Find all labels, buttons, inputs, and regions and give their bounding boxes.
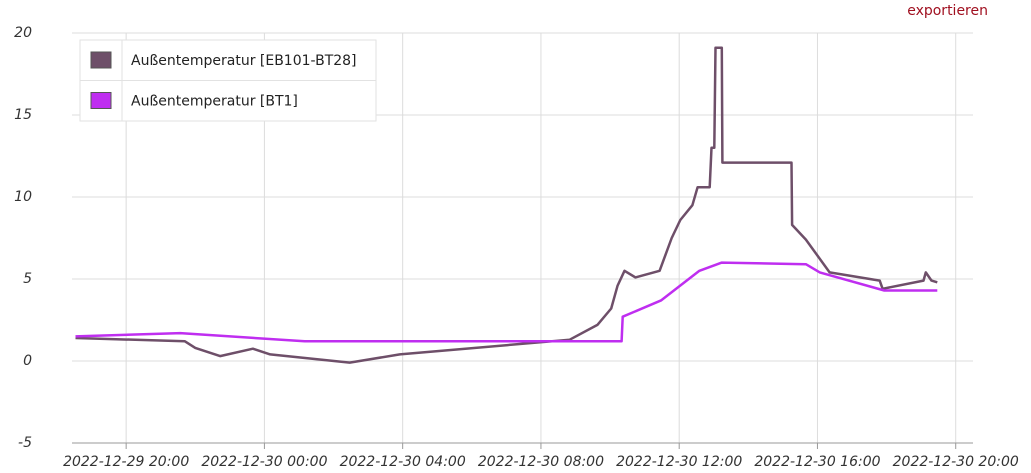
x-tick-label: 2022-12-30 12:00 [616, 454, 742, 470]
legend-label: Außentemperatur [EB101-BT28] [131, 53, 357, 69]
y-tick-label: 5 [23, 271, 32, 287]
y-tick-label: 0 [23, 353, 32, 369]
x-tick-label: 2022-12-30 04:00 [340, 454, 466, 470]
legend-label: Außentemperatur [BT1] [131, 94, 298, 110]
legend: Außentemperatur [EB101-BT28] Außentempera… [79, 39, 377, 122]
y-tick-label: 15 [14, 107, 32, 123]
x-tick-label: 2022-12-30 00:00 [201, 454, 327, 470]
y-tick-label: 10 [14, 189, 32, 205]
x-tick-label: 2022-12-30 08:00 [478, 454, 604, 470]
y-tick-label: -5 [18, 435, 32, 451]
x-tick-label: 2022-12-30 20:00 [893, 454, 1019, 470]
data-line [75, 46, 938, 364]
y-tick-label: 20 [14, 25, 32, 41]
legend-swatch [90, 51, 112, 69]
x-tick-label: 2022-12-30 16:00 [754, 454, 880, 470]
export-link[interactable]: exportieren [907, 3, 988, 19]
legend-swatch [90, 92, 112, 109]
x-tick-label: 2022-12-29 20:00 [63, 454, 189, 470]
data-line [75, 261, 938, 343]
